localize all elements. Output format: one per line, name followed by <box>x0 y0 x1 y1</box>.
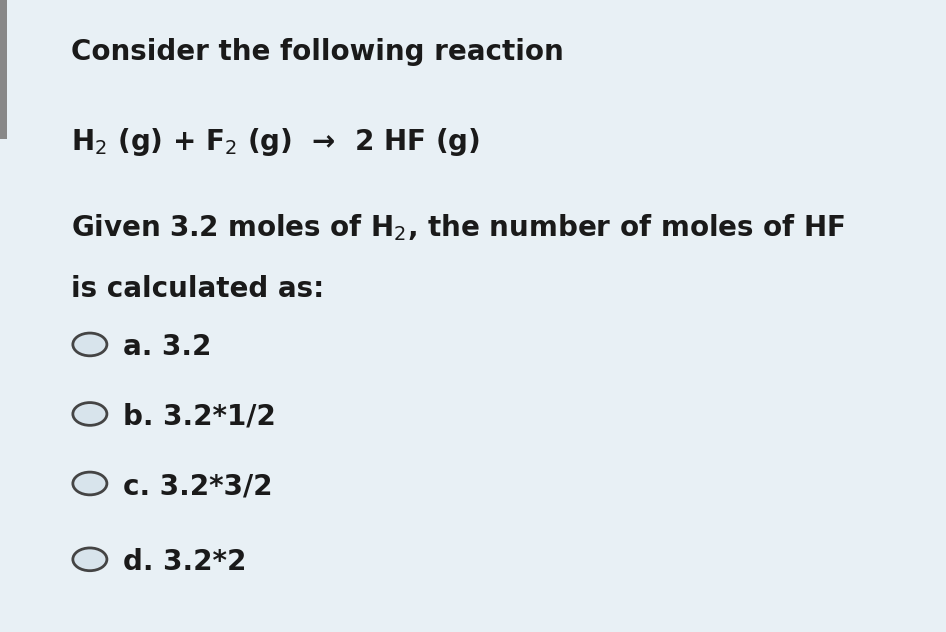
Text: Given 3.2 moles of H$_2$, the number of moles of HF: Given 3.2 moles of H$_2$, the number of … <box>71 212 845 243</box>
Text: b. 3.2*1/2: b. 3.2*1/2 <box>123 403 275 430</box>
Text: d. 3.2*2: d. 3.2*2 <box>123 548 246 576</box>
Text: H$_2$ (g) + F$_2$ (g)  →  2 HF (g): H$_2$ (g) + F$_2$ (g) → 2 HF (g) <box>71 126 480 159</box>
Text: is calculated as:: is calculated as: <box>71 275 324 303</box>
Text: c. 3.2*3/2: c. 3.2*3/2 <box>123 472 272 500</box>
Text: a. 3.2: a. 3.2 <box>123 333 211 361</box>
Text: Consider the following reaction: Consider the following reaction <box>71 38 564 66</box>
